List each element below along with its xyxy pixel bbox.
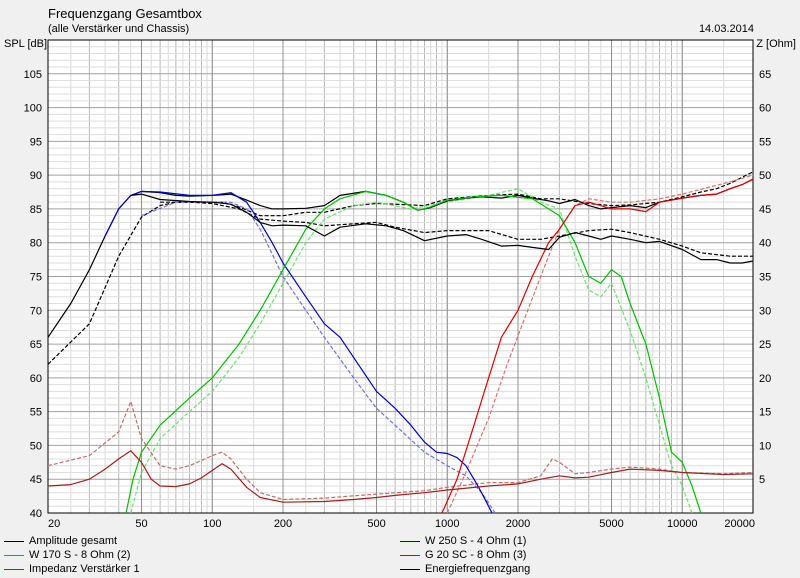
y-tick-label: 45 (30, 474, 42, 486)
y-tick-label: 40 (30, 508, 42, 520)
legend-swatch (4, 568, 24, 570)
y-axis-label: SPL [dB] (4, 38, 48, 50)
series-line (125, 190, 702, 514)
dashed-series-line (47, 400, 754, 501)
y-tick-label: 50 (30, 440, 42, 452)
legend-swatch (400, 554, 420, 556)
series-line (441, 178, 754, 514)
legend-label: W 250 S - 4 Ohm (1) (425, 535, 527, 547)
y-tick-label: 75 (30, 272, 42, 284)
y2-tick-label: 55 (759, 136, 771, 148)
x-tick-label: 20 (48, 518, 60, 530)
y2-axis-label: Z [Ohm] (756, 38, 796, 50)
y-tick-label: 65 (30, 339, 42, 351)
series-line (130, 193, 754, 264)
legend-label: G 20 SC - 8 Ohm (3) (425, 549, 527, 561)
y-tick-label: 100 (24, 103, 42, 115)
y-tick-label: 90 (30, 170, 42, 182)
legend-label: Impedanz Verstärker 1 (29, 563, 140, 575)
legend-label: Energiefrequenzgang (425, 563, 531, 575)
y-tick-label: 85 (30, 204, 42, 216)
legend-item-w250: W 250 S - 4 Ohm (1) (400, 535, 526, 547)
legend-swatch (4, 554, 24, 556)
legend-item-energy: Energiefrequenzgang (400, 563, 530, 575)
dashed-series-line (141, 201, 496, 514)
x-tick-label: 100 (203, 518, 221, 530)
legend-label: Amplitude gesamt (29, 535, 118, 547)
x-tick-label: 500 (367, 518, 385, 530)
dashed-series-line (130, 188, 693, 514)
y-tick-label: 60 (30, 373, 42, 385)
y-tick-label: 105 (24, 69, 42, 81)
y2-tick-label: 25 (759, 339, 771, 351)
legend-item-amplitude: Amplitude gesamt (4, 535, 117, 547)
dashed-series-line (160, 201, 753, 257)
legend-item-impedance: Impedanz Verstärker 1 (4, 563, 140, 575)
y2-tick-label: 5 (759, 474, 765, 486)
y2-tick-label: 65 (759, 69, 771, 81)
y2-tick-label: 30 (759, 305, 771, 317)
chart-date: 14.03.2014 (698, 23, 754, 35)
plot-border (47, 39, 754, 514)
chart-title: Frequenzgang Gesamtbox (48, 6, 202, 21)
x-tick-label: 20000 (724, 518, 755, 530)
series-line (47, 450, 754, 503)
chart-subtitle: (alle Verstärker und Chassis) (48, 23, 190, 35)
x-tick-label: 50 (135, 518, 147, 530)
legend-swatch (400, 568, 420, 570)
legend-swatch (4, 540, 24, 542)
y2-tick-label: 40 (759, 238, 771, 250)
y-tick-label: 95 (30, 136, 42, 148)
legend-item-g20: G 20 SC - 8 Ohm (3) (400, 549, 526, 561)
x-tick-label: 1000 (435, 518, 459, 530)
x-tick-label: 5000 (599, 518, 623, 530)
x-tick-label: 10000 (667, 518, 698, 530)
series-line (104, 190, 493, 514)
legend-swatch (400, 540, 420, 542)
legend-label: W 170 S - 8 Ohm (2) (29, 549, 131, 561)
y2-tick-label: 20 (759, 373, 771, 385)
y-tick-label: 70 (30, 305, 42, 317)
y-tick-label: 55 (30, 407, 42, 419)
x-tick-label: 2000 (506, 518, 530, 530)
y-tick-label: 80 (30, 238, 42, 250)
legend-item-w170: W 170 S - 8 Ohm (2) (4, 549, 130, 561)
y2-tick-label: 10 (759, 440, 771, 452)
y2-tick-label: 60 (759, 103, 771, 115)
y2-tick-label: 15 (759, 407, 771, 419)
x-tick-label: 200 (274, 518, 292, 530)
y2-tick-label: 45 (759, 204, 771, 216)
y2-tick-label: 35 (759, 272, 771, 284)
y2-tick-label: 50 (759, 170, 771, 182)
